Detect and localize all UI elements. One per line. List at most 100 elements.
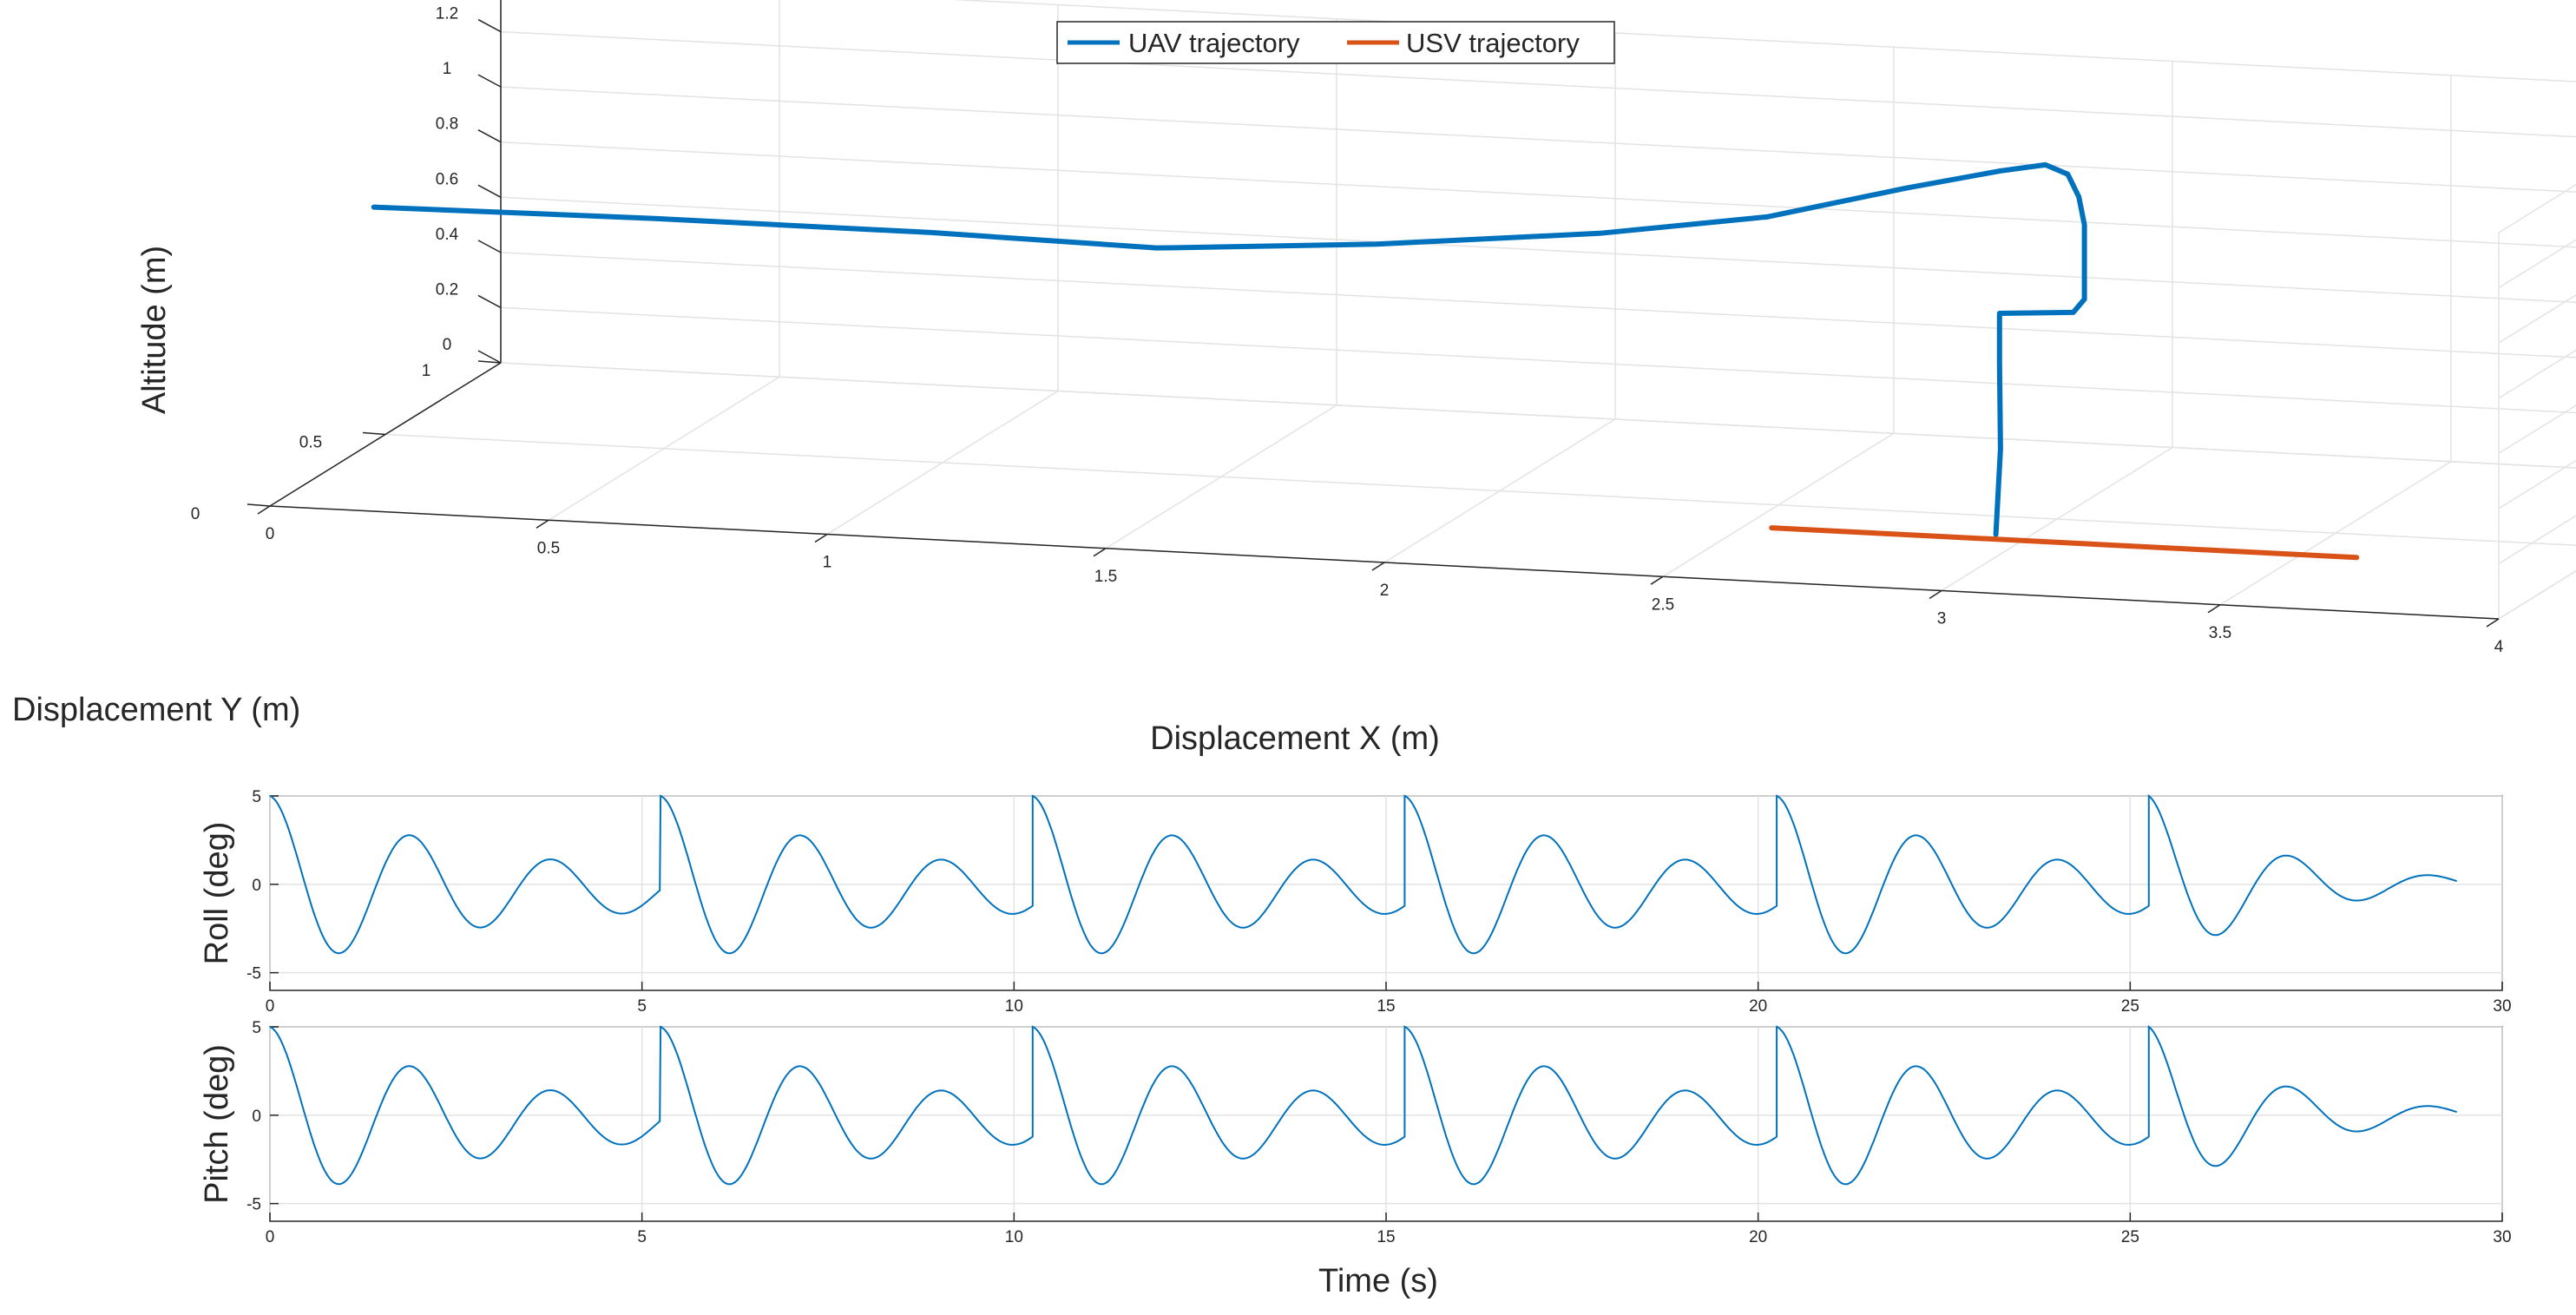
z-tick-label: 0.4 <box>436 226 459 244</box>
roll-tick-labels: 0 5 10 15 20 25 30 5 0 -5 <box>246 788 2511 1016</box>
x-tick-mark <box>1650 575 1664 585</box>
grid-line <box>2498 183 2576 233</box>
x-tick-label: 1.5 <box>1094 568 1117 586</box>
tick-labels-3d: 00.511.522.533.5400.5100.20.40.60.811.21… <box>191 5 2504 656</box>
z-tick-label: 1 <box>443 60 452 78</box>
axes-box-3d <box>246 0 2500 628</box>
z-tick-label: 1.2 <box>436 5 458 23</box>
pitch-x-tick-label: 15 <box>1377 1228 1395 1246</box>
z-tick-label: 0.8 <box>436 115 458 134</box>
pitch-x-tick-label: 10 <box>1005 1228 1023 1246</box>
roll-subplot: 0 5 10 15 20 25 30 5 0 -5 Roll (deg) <box>199 788 2512 1016</box>
y-tick-label: 0.5 <box>299 434 322 452</box>
y-tick-mark <box>362 431 386 436</box>
z-tick-mark <box>477 350 502 364</box>
z-tick-mark <box>477 240 502 253</box>
z-tick-mark <box>477 184 502 198</box>
x-tick-label: 2 <box>1380 582 1390 600</box>
pitch-y-tick-label: 0 <box>252 1108 261 1126</box>
grid-line <box>500 196 2576 304</box>
x-tick-label: 0.5 <box>537 539 560 557</box>
x-tick-label: 1 <box>823 554 832 572</box>
x-tick-mark <box>2207 604 2221 614</box>
z-tick-label: 0.2 <box>436 280 458 299</box>
grid-line <box>500 141 2576 248</box>
grid-line <box>2498 459 2576 510</box>
x-tick-label: 4 <box>2494 638 2504 656</box>
roll-x-tick-label: 10 <box>1005 997 1023 1016</box>
x-tick-label: 3.5 <box>2209 624 2231 642</box>
grid-line <box>950 0 2576 82</box>
grid-line <box>500 362 2576 469</box>
legend-label-uav: UAV trajectory <box>1128 28 1300 58</box>
pitch-y-tick-label: -5 <box>246 1196 261 1214</box>
x-tick-label: 2.5 <box>1652 595 1674 614</box>
grid-line <box>384 433 2576 547</box>
x-tick-mark <box>814 533 828 543</box>
roll-y-axis-label: Roll (deg) <box>199 822 235 965</box>
pitch-series-line <box>269 1024 2458 1186</box>
roll-y-tick-label: 5 <box>252 788 261 806</box>
grid-line <box>2498 515 2576 565</box>
y-tick-mark <box>477 360 502 364</box>
grid-line <box>500 362 2576 469</box>
pitch-tick-labels: 0 5 10 15 20 25 30 5 0 -5 <box>246 1019 2511 1246</box>
roll-x-tick-label: 30 <box>2493 997 2511 1016</box>
y-tick-label: 0 <box>191 505 200 523</box>
x-tick-mark <box>257 505 271 515</box>
roll-x-tick-label: 0 <box>266 997 275 1016</box>
grid-line <box>500 30 2576 138</box>
legend-label-usv: USV trajectory <box>1406 28 1580 58</box>
pitch-subplot: 0 5 10 15 20 25 30 5 0 -5 Pitch (deg) Time (s) <box>199 1019 2512 1299</box>
y-tick-mark <box>246 503 271 507</box>
grid-line <box>2498 404 2576 454</box>
pitch-x-tick-label: 25 <box>2121 1228 2139 1246</box>
grid-line <box>2498 239 2576 289</box>
roll-x-tick-label: 20 <box>1749 997 1767 1016</box>
x-tick-label: 3 <box>1937 610 1947 628</box>
grid-line <box>2498 569 2576 620</box>
legend: UAV trajectory USV trajectory <box>1056 21 1615 64</box>
trajectory-lines <box>371 161 2360 561</box>
z-tick-mark <box>477 18 502 33</box>
usv-trajectory-line <box>1769 525 2360 561</box>
grid-line <box>500 86 2576 193</box>
roll-x-tick-label: 5 <box>637 997 647 1016</box>
trajectory-3d-plot: 00.511.522.533.5400.5100.20.40.60.811.21… <box>12 0 2576 757</box>
z-axis-label: Altitude (m) <box>136 246 173 414</box>
legend-box <box>1056 21 1615 64</box>
z-tick-mark <box>477 129 502 143</box>
pitch-x-tick-label: 30 <box>2493 1228 2511 1246</box>
pitch-x-tick-label: 20 <box>1749 1228 1767 1246</box>
roll-y-tick-label: 0 <box>252 877 261 895</box>
z-tick-mark <box>477 294 502 309</box>
grid-line <box>2498 294 2576 344</box>
x-tick-mark <box>1371 562 1385 571</box>
time-axis-label: Time (s) <box>1318 1263 1438 1299</box>
grid-line <box>500 306 2576 414</box>
x-tick-label: 0 <box>266 525 275 543</box>
roll-grid <box>269 795 2503 990</box>
roll-series-line <box>269 793 2458 955</box>
x-tick-mark <box>1929 589 1942 600</box>
z-tick-mark <box>477 74 502 88</box>
pitch-x-tick-label: 0 <box>266 1228 275 1246</box>
z-tick-label: 0 <box>443 336 452 354</box>
z-tick-label: 0.6 <box>436 170 458 188</box>
pitch-y-tick-label: 5 <box>252 1019 261 1037</box>
y-tick-label: 1 <box>422 362 431 380</box>
pitch-x-tick-label: 5 <box>637 1228 647 1246</box>
pitch-y-axis-label: Pitch (deg) <box>199 1044 235 1204</box>
grid-line <box>500 252 2576 358</box>
x-tick-mark <box>536 519 549 529</box>
grid-line <box>2498 569 2576 620</box>
x-axis-label: Displacement X (m) <box>1150 720 1440 757</box>
roll-y-tick-label: -5 <box>246 965 261 983</box>
y-axis-label: Displacement Y (m) <box>12 692 300 728</box>
roll-x-tick-label: 25 <box>2121 997 2139 1016</box>
pitch-grid <box>269 1026 2503 1221</box>
grid-3d <box>269 0 2576 620</box>
x-tick-mark <box>1093 548 1107 557</box>
roll-x-tick-label: 15 <box>1377 997 1395 1016</box>
